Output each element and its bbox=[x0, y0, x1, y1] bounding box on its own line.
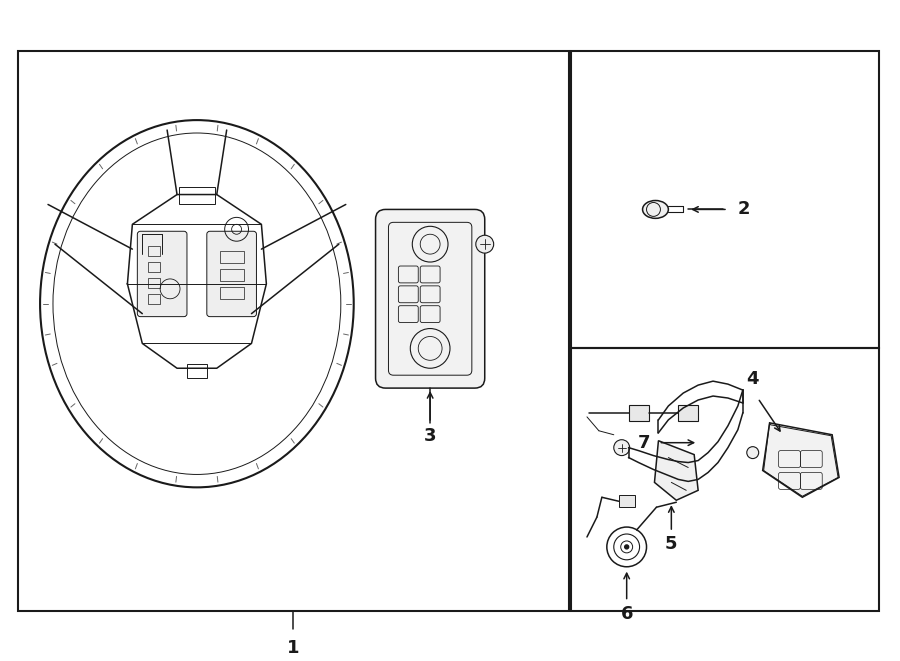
FancyBboxPatch shape bbox=[375, 210, 485, 388]
Text: 4: 4 bbox=[746, 370, 759, 388]
Circle shape bbox=[614, 440, 630, 455]
Text: 3: 3 bbox=[424, 427, 436, 445]
Bar bbox=[220, 287, 244, 299]
Bar bbox=[679, 405, 698, 421]
Bar bbox=[148, 262, 160, 272]
Circle shape bbox=[476, 235, 494, 253]
Bar bbox=[220, 251, 244, 263]
Bar bbox=[148, 246, 160, 256]
Text: 7: 7 bbox=[638, 434, 651, 451]
Polygon shape bbox=[654, 441, 698, 500]
Circle shape bbox=[625, 545, 629, 549]
Text: 5: 5 bbox=[665, 535, 678, 553]
Bar bbox=[618, 495, 634, 507]
Text: 6: 6 bbox=[620, 605, 633, 623]
Circle shape bbox=[747, 447, 759, 459]
Bar bbox=[572, 51, 878, 348]
Bar bbox=[220, 269, 244, 281]
Text: 1: 1 bbox=[287, 639, 300, 657]
Polygon shape bbox=[762, 423, 839, 497]
Bar bbox=[179, 186, 215, 204]
FancyBboxPatch shape bbox=[207, 231, 256, 317]
Bar bbox=[629, 405, 649, 421]
FancyBboxPatch shape bbox=[138, 231, 187, 317]
Text: 2: 2 bbox=[738, 200, 751, 218]
Bar bbox=[148, 278, 160, 288]
Bar bbox=[148, 293, 160, 303]
Bar bbox=[187, 364, 207, 378]
Bar bbox=[572, 348, 878, 611]
Ellipse shape bbox=[643, 200, 669, 218]
Bar bbox=[18, 51, 569, 611]
